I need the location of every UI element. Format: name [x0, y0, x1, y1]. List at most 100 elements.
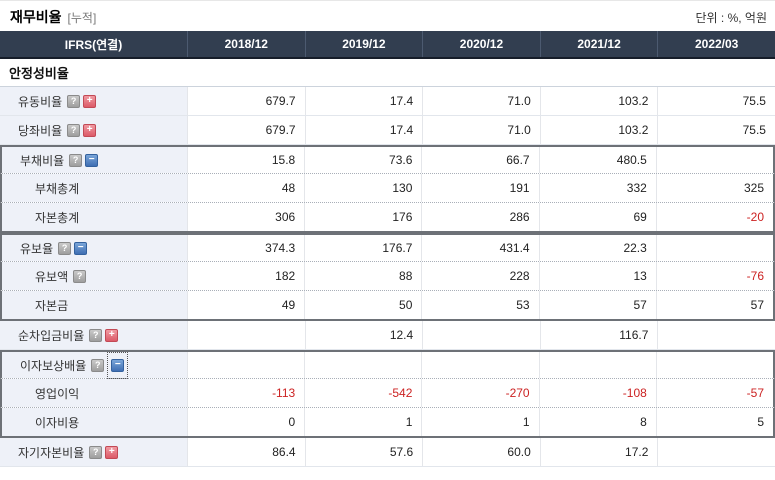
help-icon[interactable]: ? [89, 328, 103, 342]
row-label: 당좌비율 [18, 123, 63, 138]
row-label: 부채비율 [20, 153, 65, 168]
table-row: 자기자본비율? +86.4 57.6 60.0 17.2 [0, 438, 775, 467]
table-row: 영업이익 -113 -542 -270 -108 -57 [0, 379, 775, 408]
expand-icon[interactable]: + [105, 328, 119, 342]
value-cell: -542 [304, 379, 421, 407]
row-label: 부채총계 [35, 181, 80, 196]
value-cell: 1 [421, 408, 538, 436]
help-icon[interactable]: ? [91, 358, 105, 372]
table-row: 자본총계 306 176 286 69 -20 [0, 203, 775, 233]
help-icon[interactable]: ? [58, 241, 72, 255]
row-label: 이자비용 [35, 415, 80, 430]
value-cell: -20 [655, 203, 773, 231]
table-row: 유동비율? +679.7 17.4 71.0 103.2 75.5 [0, 87, 775, 116]
value-cell: 50 [304, 291, 421, 319]
value-cell: 48 [187, 174, 304, 202]
row-label: 유보율 [20, 241, 54, 256]
value-cell: 182 [187, 262, 304, 290]
value-cell: 75.5 [657, 87, 775, 115]
title-bar: 재무비율 [누적] 단위 : %, 억원 [0, 1, 775, 31]
table-row: 자본금 49 50 53 57 57 [0, 291, 775, 321]
row-label-cell: 이자보상배율? − [2, 351, 187, 379]
row-label-cell: 부채총계 [2, 174, 187, 202]
table-row: 유보율? −374.3 176.7 431.4 22.3 [0, 233, 775, 262]
expand-icon[interactable]: + [105, 445, 119, 459]
value-cell: -270 [421, 379, 538, 407]
value-cell: 66.7 [421, 147, 538, 173]
row-label-cell: 유보율? − [2, 235, 187, 261]
table-header-row: IFRS(연결) 2018/12 2019/12 2020/12 2021/12… [0, 31, 775, 59]
row-label: 유동비율 [18, 94, 63, 109]
row-label: 영업이익 [35, 386, 80, 401]
row-label-cell: 유보액? [2, 262, 187, 290]
value-cell: 57.6 [304, 438, 423, 466]
value-cell: 103.2 [539, 116, 658, 144]
value-cell [655, 147, 773, 173]
help-icon[interactable]: ? [69, 153, 83, 167]
value-cell [422, 321, 540, 349]
row-label-cell: 유동비율? + [0, 87, 187, 115]
value-cell: 325 [655, 174, 773, 202]
focus-outline: − [107, 351, 129, 379]
value-cell: 86.4 [187, 438, 305, 466]
value-cell: 8 [538, 408, 656, 436]
value-cell: 53 [421, 291, 538, 319]
value-cell [538, 352, 656, 378]
value-cell: 374.3 [187, 235, 304, 261]
value-cell: 286 [421, 203, 538, 231]
value-cell: 103.2 [539, 87, 658, 115]
value-cell: 57 [655, 291, 773, 319]
value-cell: 17.2 [539, 438, 658, 466]
corner-header: IFRS(연결) [64, 37, 123, 52]
row-label: 자기자본비율 [18, 445, 85, 460]
value-cell: 71.0 [422, 116, 540, 144]
column-header: 2020/12 [422, 31, 540, 57]
page-title: 재무비율 [10, 9, 62, 25]
value-cell: 57 [538, 291, 656, 319]
value-cell: 22.3 [538, 235, 656, 261]
row-label-cell: 당좌비율? + [0, 116, 187, 144]
row-label-cell: 자본금 [2, 291, 187, 319]
column-header: 2022/03 [657, 31, 775, 57]
value-cell: 1 [304, 408, 421, 436]
value-cell: 88 [304, 262, 421, 290]
value-cell [187, 321, 305, 349]
table-row: 순차입금비율? +12.4 116.7 [0, 321, 775, 350]
row-label: 유보액 [35, 269, 69, 284]
row-label: 순차입금비율 [18, 328, 85, 343]
help-icon[interactable]: ? [73, 269, 87, 283]
value-cell: -108 [538, 379, 656, 407]
value-cell: 73.6 [304, 147, 421, 173]
help-icon[interactable]: ? [67, 123, 81, 137]
value-cell: 12.4 [304, 321, 423, 349]
value-cell: 176.7 [304, 235, 421, 261]
collapse-icon[interactable]: − [85, 153, 99, 167]
unit-label: 단위 : %, 억원 [695, 10, 767, 25]
value-cell: 332 [538, 174, 656, 202]
table-row: 이자비용 0 1 1 8 5 [0, 408, 775, 438]
column-header: 2021/12 [539, 31, 658, 57]
expand-icon[interactable]: + [83, 94, 97, 108]
financial-ratio-panel: 재무비율 [누적] 단위 : %, 억원 IFRS(연결) 2018/12 20… [0, 0, 775, 467]
help-icon[interactable]: ? [67, 94, 81, 108]
row-label-cell: 영업이익 [2, 379, 187, 407]
value-cell: -113 [187, 379, 304, 407]
value-cell [657, 438, 775, 466]
value-cell [421, 352, 538, 378]
value-cell: 679.7 [187, 87, 305, 115]
value-cell: -57 [655, 379, 773, 407]
row-label-cell: 자기자본비율? + [0, 438, 187, 466]
value-cell: 17.4 [304, 116, 423, 144]
help-icon[interactable]: ? [89, 445, 103, 459]
value-cell: 480.5 [538, 147, 656, 173]
table-row: 유보액? 182 88 228 13 -76 [0, 262, 775, 291]
value-cell: 71.0 [422, 87, 540, 115]
collapse-icon[interactable]: − [111, 358, 125, 372]
expand-icon[interactable]: + [83, 123, 97, 137]
collapse-icon[interactable]: − [74, 241, 88, 255]
value-cell: 228 [421, 262, 538, 290]
value-cell: 60.0 [422, 438, 540, 466]
row-label-cell: 부채비율? − [2, 147, 187, 173]
row-label-cell: 자본총계 [2, 203, 187, 231]
value-cell: 116.7 [539, 321, 658, 349]
